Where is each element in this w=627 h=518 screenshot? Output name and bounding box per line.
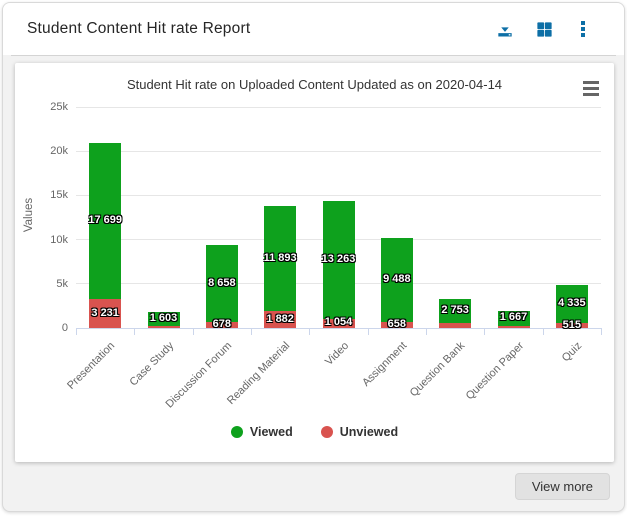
data-label-viewed-question-paper: 1 667 [499,311,528,324]
card-footer: View more [3,462,624,510]
x-axis-tick [251,329,252,335]
bar-segment-viewed-video[interactable] [322,201,355,319]
y-axis-tick-label: 20k [50,145,68,158]
bar-segment-unviewed-reading-material[interactable] [264,311,297,328]
legend-marker-viewed [230,426,243,438]
bar-segment-viewed-presentation[interactable] [89,142,122,300]
x-axis-tick [426,329,427,335]
bar-segment-unviewed-video[interactable] [322,318,355,328]
data-label-unviewed-discussion-forum: 678 [212,318,231,330]
x-axis-tick [134,329,136,335]
bar-segment-viewed-assignment[interactable] [380,238,413,323]
header-actions [494,18,594,40]
view-more-button[interactable]: View more [514,472,610,500]
header-divider [11,55,616,56]
chart-legend: Viewed Unviewed [15,425,614,439]
y-axis-tick-label: 15k [50,189,68,202]
y-axis-tick-label: 0 [61,322,68,334]
data-label-viewed-question-bank: 2 753 [441,303,469,316]
y-axis-tick-label: 25k [50,101,68,113]
bar-segment-viewed-question-paper[interactable] [497,310,530,326]
x-axis-tick [601,329,602,335]
legend-item-unviewed[interactable]: Unviewed [320,425,399,439]
data-label-viewed-assignment: 9 488 [383,273,411,286]
data-label-viewed-discussion-forum: 8 658 [208,276,236,289]
legend-item-viewed[interactable]: Viewed [230,425,293,439]
bar-segment-unviewed-discussion-forum[interactable] [205,322,238,328]
data-label-viewed-quiz: 4 335 [558,297,586,310]
bar-segment-viewed-reading-material[interactable] [264,206,297,312]
gridline [76,150,601,152]
x-axis-tick [484,329,486,335]
bar-segment-viewed-question-bank[interactable] [439,298,472,324]
bar-segment-unviewed-presentation[interactable] [89,299,122,328]
bar-segment-unviewed-quiz[interactable] [555,323,588,328]
x-axis-tick [542,329,544,335]
data-label-viewed-reading-material: 11 893 [263,251,297,264]
report-card: Student Content Hit rate Report [2,2,625,512]
grid-icon[interactable] [533,18,555,40]
legend-label: Unviewed [339,425,399,439]
bar-segment-unviewed-assignment[interactable] [380,322,413,328]
bar-segment-unviewed-question-paper[interactable] [497,325,530,328]
download-icon[interactable] [494,18,516,40]
gridline [76,194,601,196]
kebab-menu-icon[interactable] [572,18,594,40]
x-axis-tick [192,329,194,335]
x-axis-tick [76,329,77,335]
y-axis-tick-label: 10k [50,233,68,246]
chart-context-menu-icon[interactable] [581,79,601,98]
data-label-viewed-case-study: 1 603 [149,312,178,325]
bar-segment-viewed-case-study[interactable] [147,312,180,327]
bar-segment-viewed-discussion-forum[interactable] [205,245,238,322]
data-label-unviewed-assignment: 658 [387,318,406,331]
gridline [76,106,601,108]
data-label-viewed-presentation: 17 699 [88,214,122,227]
x-axis-tick [367,329,369,335]
data-label-viewed-video: 13 263 [321,253,356,266]
data-label-unviewed-quiz: 515 [562,318,581,331]
y-axis-tick-label: 5k [56,277,68,290]
chart-title: Student Hit rate on Uploaded Content Upd… [126,77,503,92]
bar-segment-unviewed-question-bank[interactable] [439,323,472,328]
report-title: Student Content Hit rate Report [27,20,251,37]
data-label-unviewed-video: 1 054 [324,316,353,329]
data-label-unviewed-presentation: 3 231 [91,306,119,319]
legend-marker-unviewed [320,426,333,438]
bar-segment-viewed-quiz[interactable] [555,285,588,324]
x-axis-tick [309,329,311,335]
x-axis-line [76,328,602,329]
legend-label: Viewed [249,425,293,439]
chart-plot-area: 0 5k 10k 15k 20k 25k 17 699 3 231 Presentation 1 … [15,63,614,462]
chart-panel: Student Hit rate on Uploaded Content Upd… [15,63,614,462]
bar-segment-unviewed-case-study[interactable] [147,326,180,328]
card-header: Student Content Hit rate Report [3,3,624,55]
data-label-unviewed-reading-material: 1 882 [266,312,294,325]
